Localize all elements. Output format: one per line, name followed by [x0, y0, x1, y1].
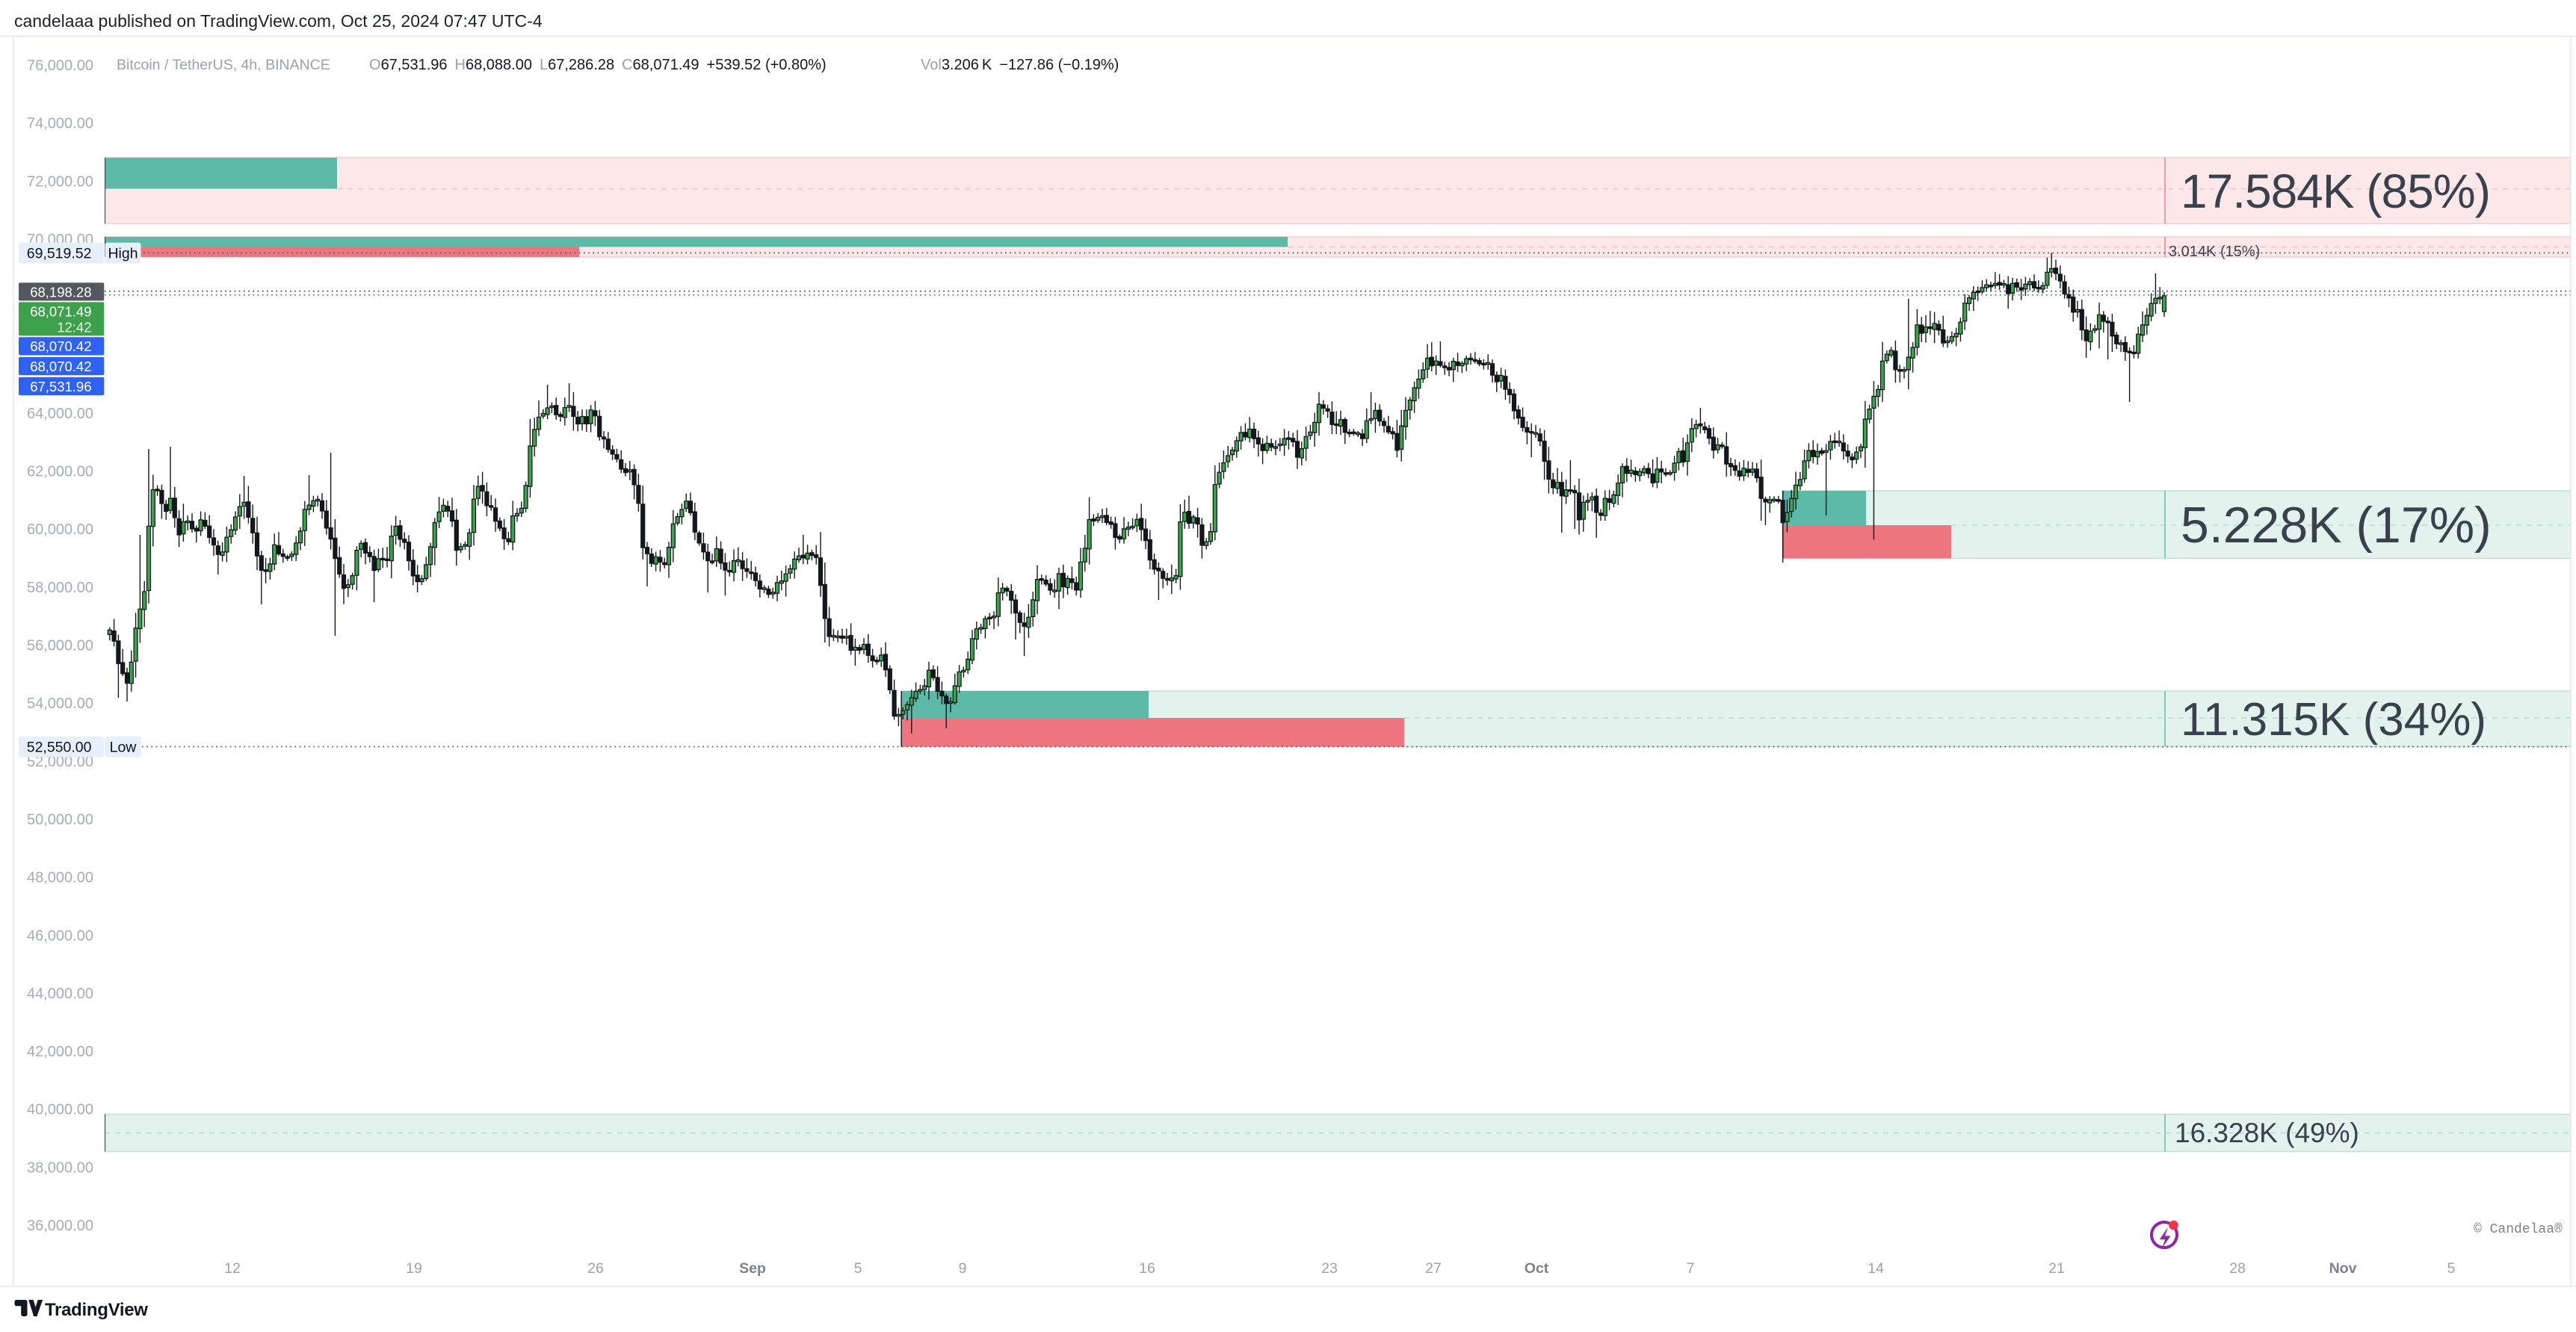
svg-text:60,000.00: 60,000.00 [27, 521, 93, 538]
svg-text:candelaaa published on Trading: candelaaa published on TradingView.com, … [14, 11, 543, 31]
svg-text:64,000.00: 64,000.00 [27, 406, 93, 422]
svg-text:67,531.96: 67,531.96 [30, 379, 91, 394]
svg-text:52,000.00: 52,000.00 [27, 754, 93, 770]
svg-text:3.014K (15%): 3.014K (15%) [2169, 244, 2260, 260]
svg-text:Bitcoin / TetherUS, 4h, BINANC: Bitcoin / TetherUS, 4h, BINANCE [117, 57, 330, 73]
svg-text:14: 14 [1868, 1260, 1884, 1277]
svg-text:28: 28 [2229, 1260, 2246, 1277]
svg-text:44,000.00: 44,000.00 [27, 985, 93, 1002]
svg-text:46,000.00: 46,000.00 [27, 928, 93, 944]
svg-text:21: 21 [2048, 1260, 2065, 1277]
svg-text:TradingView: TradingView [45, 1300, 148, 1320]
svg-text:Oct: Oct [1525, 1260, 1549, 1277]
svg-text:16.328K (49%): 16.328K (49%) [2175, 1118, 2359, 1148]
svg-text:27: 27 [1425, 1260, 1442, 1277]
svg-text:Vol3.206 K −127.86 (−0.19%): Vol3.206 K −127.86 (−0.19%) [921, 57, 1119, 73]
svg-text:72,000.00: 72,000.00 [27, 173, 93, 190]
svg-text:69,519.52: 69,519.52 [27, 246, 92, 262]
svg-text:50,000.00: 50,000.00 [27, 812, 93, 828]
svg-text:62,000.00: 62,000.00 [27, 464, 93, 480]
svg-text:68,070.42: 68,070.42 [30, 338, 91, 354]
svg-text:56,000.00: 56,000.00 [27, 638, 93, 654]
svg-text:74,000.00: 74,000.00 [27, 116, 93, 132]
svg-text:12:42: 12:42 [57, 320, 91, 335]
svg-text:17.584K (85%): 17.584K (85%) [2181, 164, 2490, 218]
svg-text:5.228K (17%): 5.228K (17%) [2181, 497, 2492, 554]
svg-text:Nov: Nov [2329, 1260, 2357, 1277]
svg-text:58,000.00: 58,000.00 [27, 580, 93, 596]
svg-text:5: 5 [854, 1260, 862, 1277]
svg-text:52,550.00: 52,550.00 [27, 740, 92, 756]
svg-text:36,000.00: 36,000.00 [27, 1218, 93, 1234]
svg-text:12: 12 [224, 1260, 241, 1277]
svg-text:11.315K (34%): 11.315K (34%) [2181, 694, 2486, 746]
svg-text:40,000.00: 40,000.00 [27, 1102, 93, 1118]
svg-text:38,000.00: 38,000.00 [27, 1159, 93, 1176]
svg-text:48,000.00: 48,000.00 [27, 870, 93, 886]
svg-text:68,198.28: 68,198.28 [30, 284, 91, 300]
svg-text:76,000.00: 76,000.00 [27, 58, 93, 74]
svg-text:Sep: Sep [739, 1260, 766, 1277]
svg-text:42,000.00: 42,000.00 [27, 1044, 93, 1060]
svg-text:68,070.42: 68,070.42 [30, 359, 91, 374]
svg-text:23: 23 [1321, 1260, 1338, 1277]
svg-text:High: High [108, 246, 138, 262]
svg-text:7: 7 [1687, 1260, 1695, 1277]
svg-text:9: 9 [959, 1260, 967, 1277]
svg-text:O67,531.96 H68,088.00 L67,286.: O67,531.96 H68,088.00 L67,286.28 C68,071… [369, 57, 827, 73]
svg-text:Low: Low [110, 740, 138, 756]
svg-text:19: 19 [406, 1260, 422, 1277]
svg-text:26: 26 [587, 1260, 604, 1277]
svg-text:54,000.00: 54,000.00 [27, 696, 93, 712]
svg-text:16: 16 [1139, 1260, 1155, 1277]
svg-text:5: 5 [2447, 1260, 2456, 1277]
svg-text:68,071.49: 68,071.49 [30, 304, 91, 320]
svg-text:© Candelaa®: © Candelaa® [2474, 1222, 2563, 1237]
